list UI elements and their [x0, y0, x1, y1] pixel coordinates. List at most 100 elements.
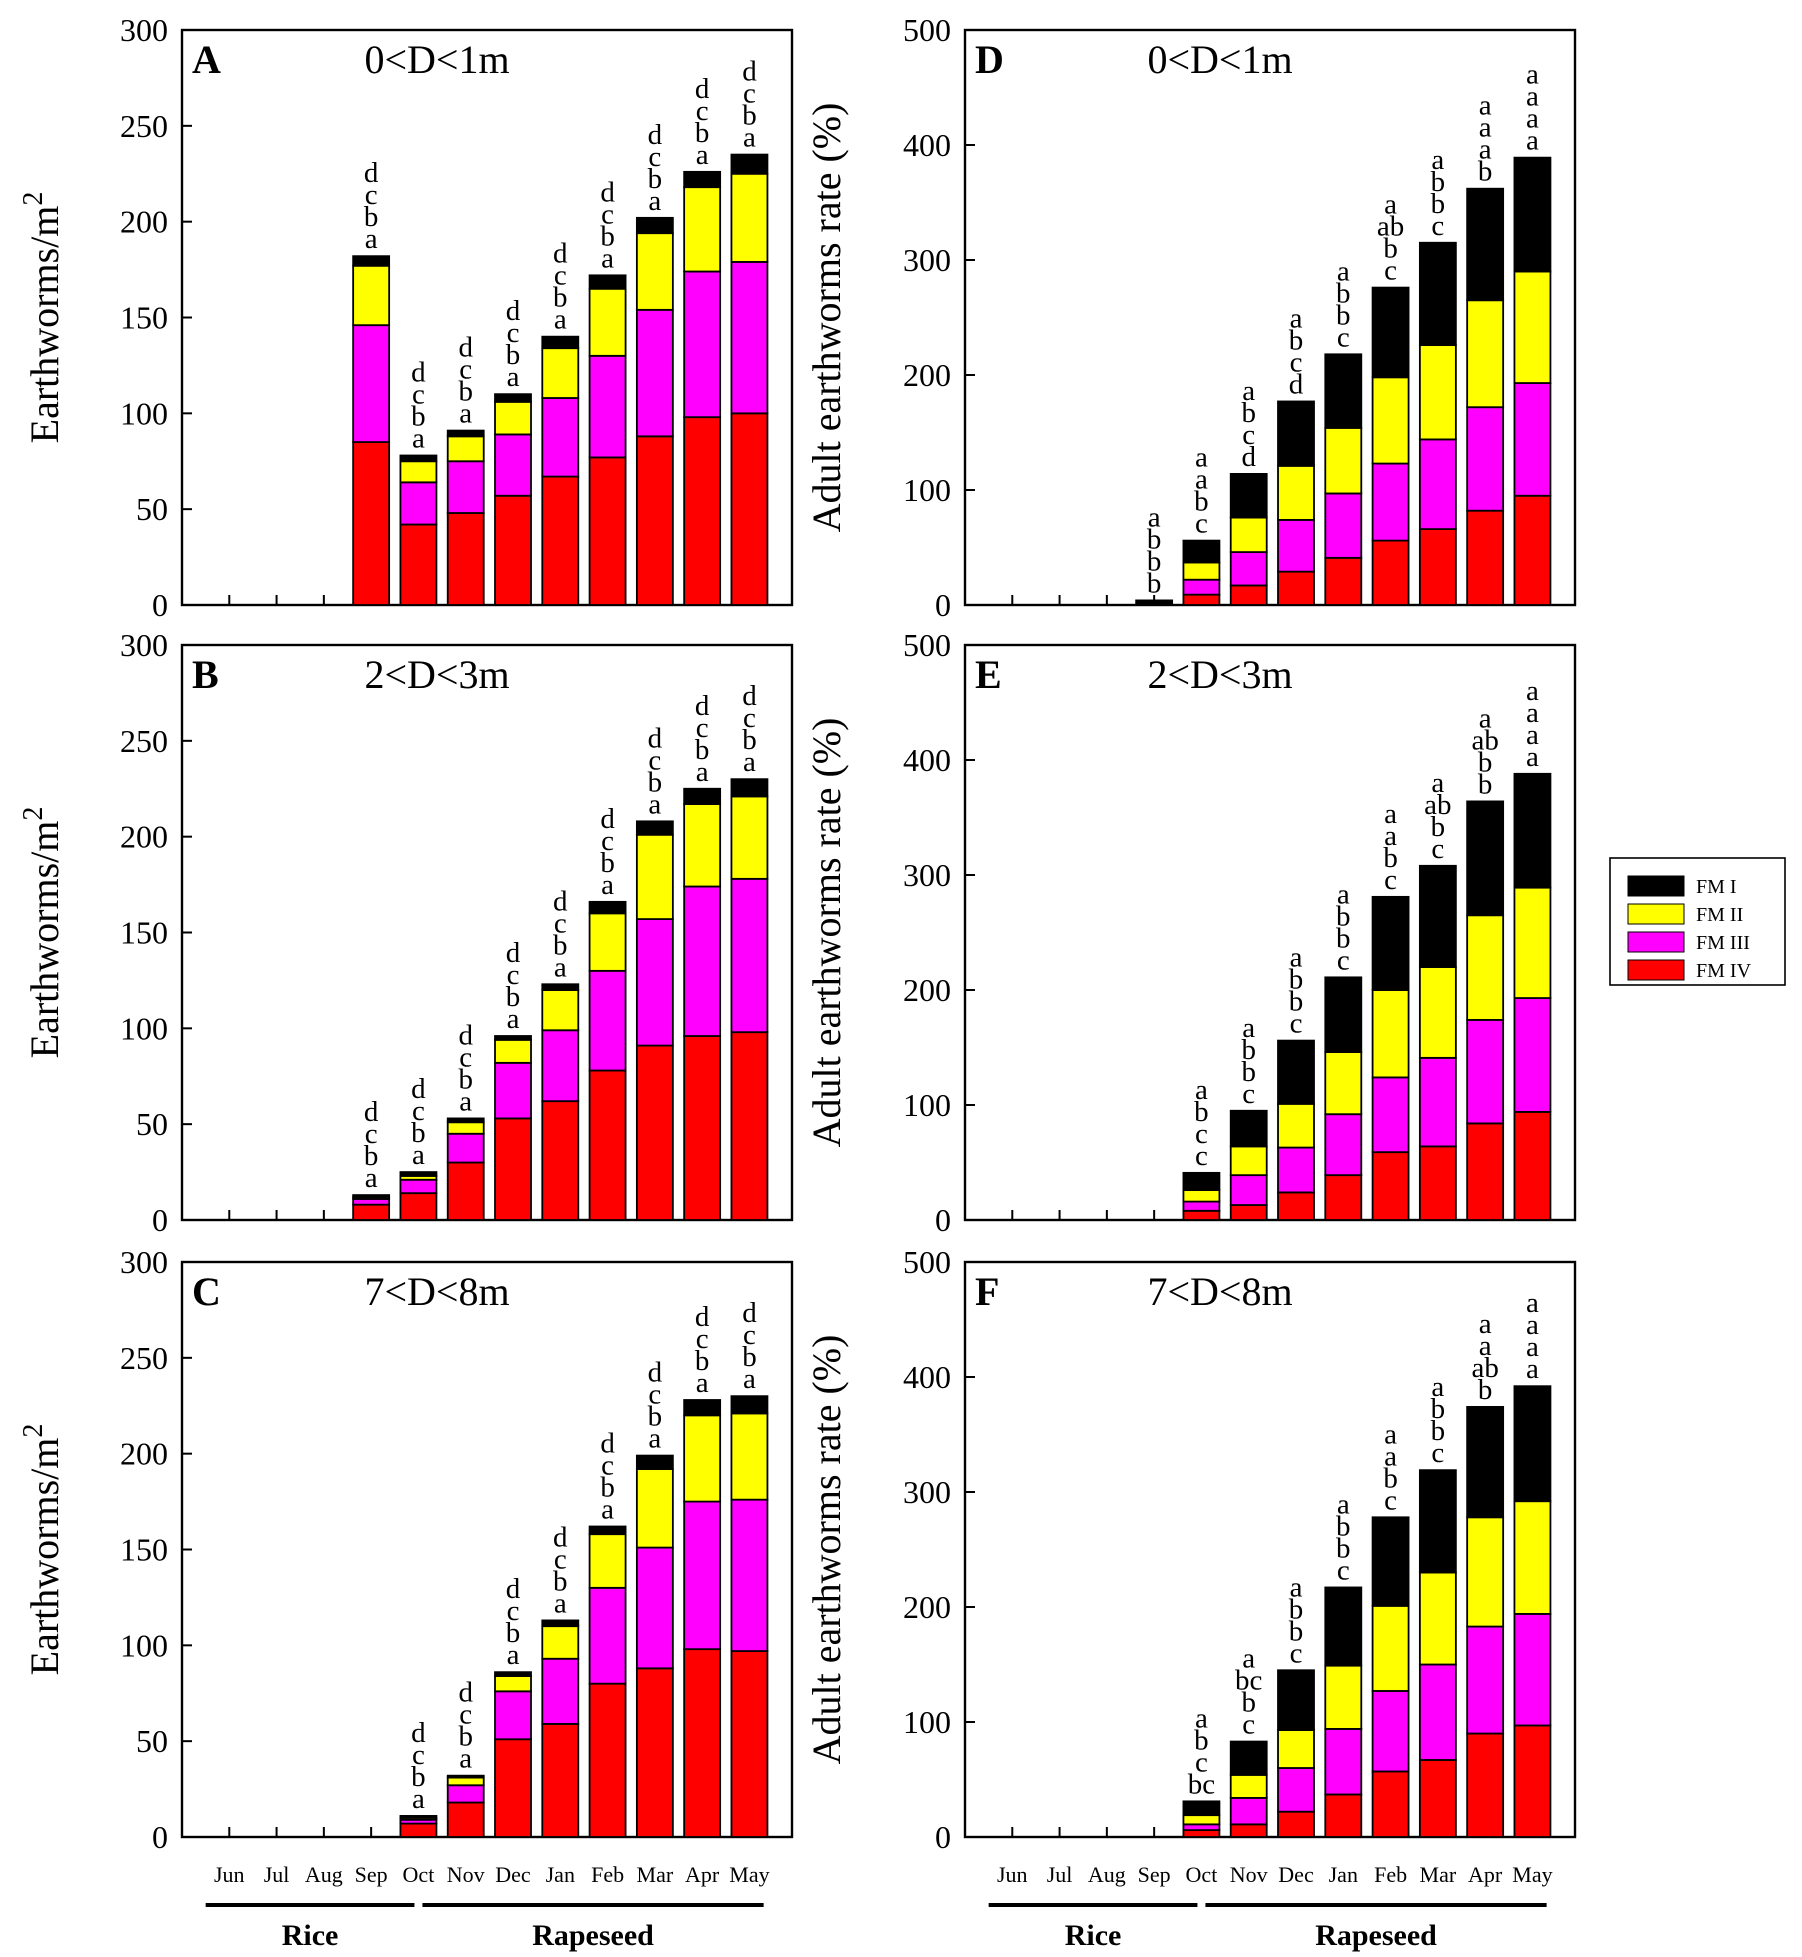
significance-letter: a	[1242, 375, 1255, 407]
bar-segment-fm-i	[1182, 539, 1221, 564]
bar-segment-fm-i	[1277, 1039, 1315, 1105]
bar-segment-fm-i	[494, 393, 532, 403]
significance-letter: b	[1289, 324, 1304, 356]
significance-letter: b	[648, 766, 663, 798]
bar-segment-fm-iv	[1371, 1770, 1410, 1838]
bar-segment-fm-i	[730, 1395, 769, 1415]
bar-segment-fm-ii	[588, 912, 627, 972]
significance-letter: b	[364, 1140, 379, 1172]
bar-segment-fm-ii	[683, 803, 722, 888]
panel-letter: C	[192, 1269, 221, 1314]
significance-letter: c	[1195, 1140, 1208, 1172]
bar-segment-fm-i	[446, 1117, 485, 1124]
significance-letter: a	[1195, 1702, 1208, 1734]
significance-letter: c	[743, 702, 756, 734]
significance-letter: c	[743, 1319, 756, 1351]
significance-letter: a	[1526, 1353, 1539, 1385]
bar-segment-fm-i	[1513, 156, 1552, 273]
bar-segment-fm-iv	[1371, 539, 1410, 606]
bar-segment-fm-i	[1418, 864, 1457, 968]
significance-letter: a	[1242, 1012, 1255, 1044]
bar-segment-fm-ii	[1324, 1664, 1363, 1730]
significance-letter: b	[742, 724, 757, 756]
bar-segment-fm-i	[541, 335, 580, 350]
significance-letter: b	[411, 401, 426, 433]
y-tick-label: 200	[120, 1436, 168, 1472]
significance-letter: bc	[1188, 1768, 1215, 1800]
y-tick-label: 200	[120, 819, 168, 855]
bar-segment-fm-iv	[1513, 494, 1552, 606]
legend-label: FM III	[1696, 932, 1750, 954]
bar-segment-fm-i	[1466, 1406, 1505, 1519]
bar-segment-fm-i	[352, 255, 391, 267]
significance-letter: b	[1147, 545, 1162, 577]
bar-segment-fm-ii	[1418, 344, 1457, 441]
bar-segment-fm-ii	[399, 460, 438, 484]
significance-letter: a	[1290, 942, 1303, 974]
legend: FM I FM II FM III FM IV	[1609, 857, 1786, 986]
significance-letter: a	[696, 139, 709, 171]
significance-letter: c	[365, 179, 378, 211]
bar-segment-fm-iv	[1513, 1724, 1552, 1838]
significance-letter: c	[412, 1095, 425, 1127]
significance-letter: c	[1290, 1637, 1303, 1669]
y-tick-label: 300	[903, 1474, 951, 1510]
significance-letter: b	[1431, 166, 1446, 198]
significance-letter: b	[1289, 1593, 1304, 1625]
significance-letter: c	[648, 744, 661, 776]
significance-letter: a	[1479, 1330, 1492, 1362]
bar-segment-fm-iv	[730, 1031, 769, 1221]
bar-segment-fm-iii	[352, 324, 391, 443]
significance-letter: b	[1147, 523, 1162, 555]
y-tick-label: 500	[903, 12, 951, 48]
bar-segment-fm-i	[541, 983, 580, 991]
significance-letter: a	[1337, 878, 1350, 910]
bar-segment-fm-iv	[1229, 1204, 1268, 1221]
significance-letter: b	[1336, 299, 1351, 331]
y-tick-label: 300	[903, 242, 951, 278]
y-tick-label: 150	[120, 915, 168, 951]
bar-segment-fm-i	[1371, 286, 1410, 379]
panel-e: 0 100 200 300 400 500 Adult earthworms rate (%…	[804, 627, 1577, 1238]
significance-letter: d	[553, 885, 568, 917]
bar-segment-fm-ii	[1229, 1774, 1268, 1799]
significance-letter: ab	[1471, 724, 1498, 756]
significance-letter: d	[411, 1073, 426, 1105]
bar-segment-fm-i	[1229, 1109, 1268, 1148]
y-tick-label: 100	[120, 1010, 168, 1046]
significance-letter: a	[1431, 1371, 1444, 1403]
significance-letter: c	[696, 1323, 709, 1355]
y-tick-label: 100	[120, 395, 168, 431]
significance-letter: d	[648, 1357, 663, 1389]
panel-title: 2<D<3m	[364, 652, 509, 697]
significance-letter: d	[553, 1521, 568, 1553]
significance-letter: a	[1337, 1488, 1350, 1520]
significance-letter: c	[1337, 1554, 1350, 1586]
significance-letter: ab	[1424, 789, 1451, 821]
y-axis-label: Adult earthworms rate (%)	[804, 1335, 849, 1765]
y-tick-label: 0	[152, 587, 168, 623]
bar-segment-fm-iv	[352, 1203, 391, 1221]
bar-segment-fm-iv	[1466, 1732, 1505, 1838]
significance-letter: b	[1336, 922, 1351, 954]
significance-letter: b	[648, 163, 663, 195]
bar-segment-fm-ii	[1182, 1814, 1221, 1826]
bar-segment-fm-ii	[588, 287, 627, 357]
x-tick-label: Aug	[305, 1862, 343, 1887]
bar-segment-fm-iii	[635, 918, 674, 1047]
significance-letter: c	[601, 1450, 614, 1482]
significance-letter: b	[1336, 900, 1351, 932]
significance-letter: b	[458, 1063, 473, 1095]
y-tick-label: 0	[935, 1202, 951, 1238]
significance-letter: a	[507, 1003, 520, 1035]
significance-letter: c	[1195, 508, 1208, 540]
panel-title: 7<D<8m	[1147, 1269, 1292, 1314]
bar-segment-fm-i	[588, 1525, 627, 1536]
significance-letter: b	[1241, 1687, 1256, 1719]
bar-segment-fm-iii	[1371, 462, 1410, 542]
significance-letter: a	[1526, 81, 1539, 113]
x-tick-label: Nov	[1230, 1862, 1268, 1887]
bar-segment-fm-i	[494, 1035, 532, 1041]
significance-letter: b	[648, 1401, 663, 1433]
bar-segment-fm-iv	[1182, 1209, 1221, 1221]
